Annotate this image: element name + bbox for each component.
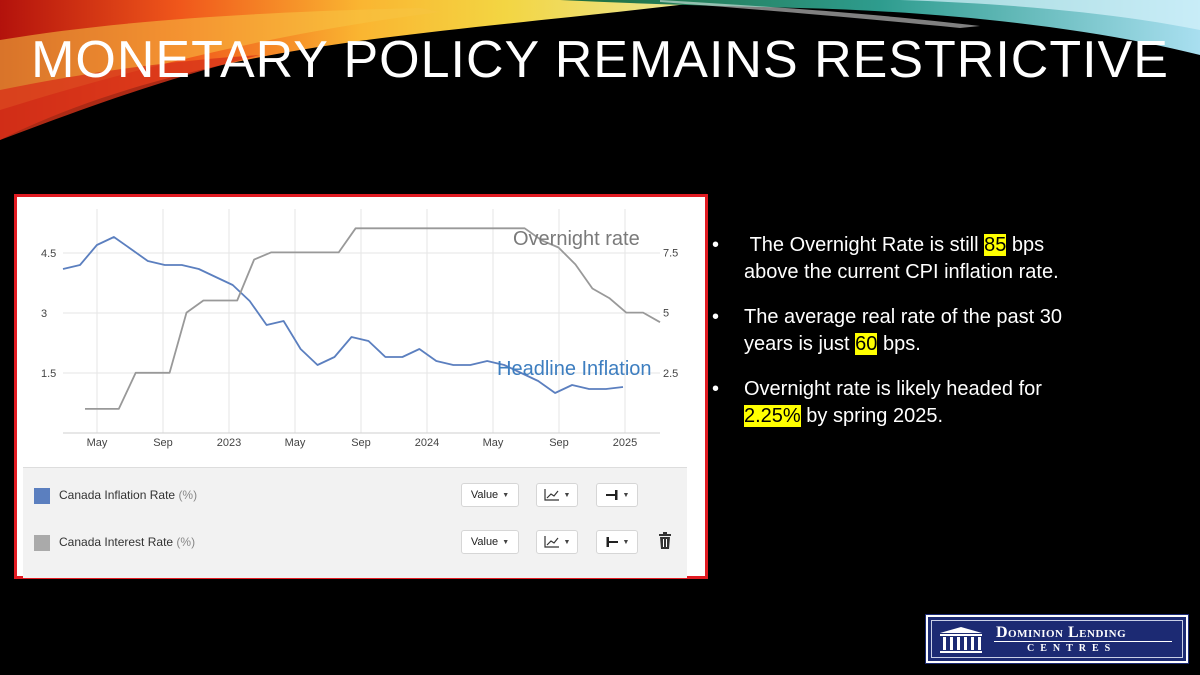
dominion-lending-logo: Dominion Lending CENTRES (925, 614, 1189, 664)
bullet-marker: • (712, 234, 720, 256)
logo-sub-text: CENTRES (1027, 643, 1117, 654)
line-chart-icon (543, 536, 559, 548)
y-right-tick-label: 5 (663, 308, 669, 320)
x-tick-label: 2023 (217, 437, 241, 449)
left-axis-icon (606, 537, 618, 547)
x-tick-label: May (87, 437, 108, 449)
line-chart: May Sep 2023 May Sep 2024 May Sep 2025 1.5 3 4.5 2.5… (41, 209, 678, 449)
caret-down-icon: ▼ (563, 491, 571, 499)
pillars-icon (940, 627, 982, 653)
bullet-3-text: Overnight rate is likely headed for 2.25… (744, 378, 1042, 427)
x-tick-label: Sep (549, 437, 569, 449)
decorative-banner (0, 0, 1200, 140)
chart-panel: May Sep 2023 May Sep 2024 May Sep 2025 1.5 3 4.5 2.5… (14, 194, 708, 579)
bullet-item: • Overnight rate is likely headed for 2.… (712, 376, 1092, 430)
chart-type-dropdown-inflation[interactable]: ▼ (536, 483, 578, 507)
bullet-marker: • (712, 306, 720, 328)
trash-icon[interactable] (657, 532, 673, 550)
annotation-overnight-rate: Overnight rate (513, 228, 640, 250)
legend-row-interest: Canada Interest Rate (%) Value ▼ ▼ ▼ (23, 522, 687, 562)
legend-unit-inflation: (%) (178, 488, 198, 502)
legend-row-inflation: Canada Inflation Rate (%) Value ▼ ▼ ▼ (23, 475, 687, 515)
highlight-85: 85 (984, 234, 1007, 256)
bullet-2-text: The average real rate of the past 30 yea… (744, 306, 1062, 355)
x-tick-label: May (285, 437, 306, 449)
x-tick-label: 2024 (415, 437, 439, 449)
legend-swatch-inflation (34, 488, 50, 504)
y-right-tick-label: 7.5 (663, 247, 678, 259)
highlight-2-25: 2.25% (744, 405, 801, 427)
highlight-60: 60 (855, 333, 878, 355)
legend-label-interest: Canada Interest Rate (59, 535, 174, 549)
slide-title: MONETARY POLICY REMAINS RESTRICTIVE (31, 31, 1169, 89)
y-left-tick-label: 3 (41, 308, 47, 320)
legend-unit-interest: (%) (176, 535, 196, 549)
line-chart-icon (543, 489, 559, 501)
caret-down-icon: ▼ (502, 538, 510, 546)
y-right-tick-label: 2.5 (663, 368, 678, 380)
bullet-item: • The average real rate of the past 30 y… (712, 304, 1092, 358)
x-tick-label: Sep (153, 437, 173, 449)
legend-swatch-interest (34, 535, 50, 551)
axis-dropdown-inflation[interactable]: ▼ (596, 483, 638, 507)
x-tick-label: 2025 (613, 437, 637, 449)
chart-type-dropdown-interest[interactable]: ▼ (536, 530, 578, 554)
y-left-tick-label: 4.5 (41, 248, 56, 260)
bullet-item: • The Overnight Rate is still 85 bps abo… (712, 232, 1092, 286)
x-tick-label: May (483, 437, 504, 449)
caret-down-icon: ▼ (622, 491, 630, 499)
chart-legend: Canada Inflation Rate (%) Value ▼ ▼ ▼ Can… (23, 467, 687, 578)
inflation-series-line (62, 236, 624, 394)
bullet-list: • The Overnight Rate is still 85 bps abo… (712, 232, 1092, 448)
value-dropdown-interest[interactable]: Value ▼ (461, 530, 519, 554)
caret-down-icon: ▼ (502, 491, 510, 499)
interest-series-line (85, 227, 661, 410)
caret-down-icon: ▼ (563, 538, 571, 546)
bullet-1-text: The Overnight Rate is still 85 bps above… (744, 234, 1059, 283)
caret-down-icon: ▼ (622, 538, 630, 546)
axis-dropdown-interest[interactable]: ▼ (596, 530, 638, 554)
bullet-marker: • (712, 378, 720, 400)
x-tick-label: Sep (351, 437, 371, 449)
right-axis-icon (605, 490, 618, 500)
legend-label-inflation: Canada Inflation Rate (59, 488, 176, 502)
y-left-tick-label: 1.5 (41, 368, 56, 380)
annotation-headline-inflation: Headline Inflation (497, 358, 652, 380)
value-dropdown-inflation[interactable]: Value ▼ (461, 483, 519, 507)
logo-main-text: Dominion Lending (996, 624, 1127, 641)
